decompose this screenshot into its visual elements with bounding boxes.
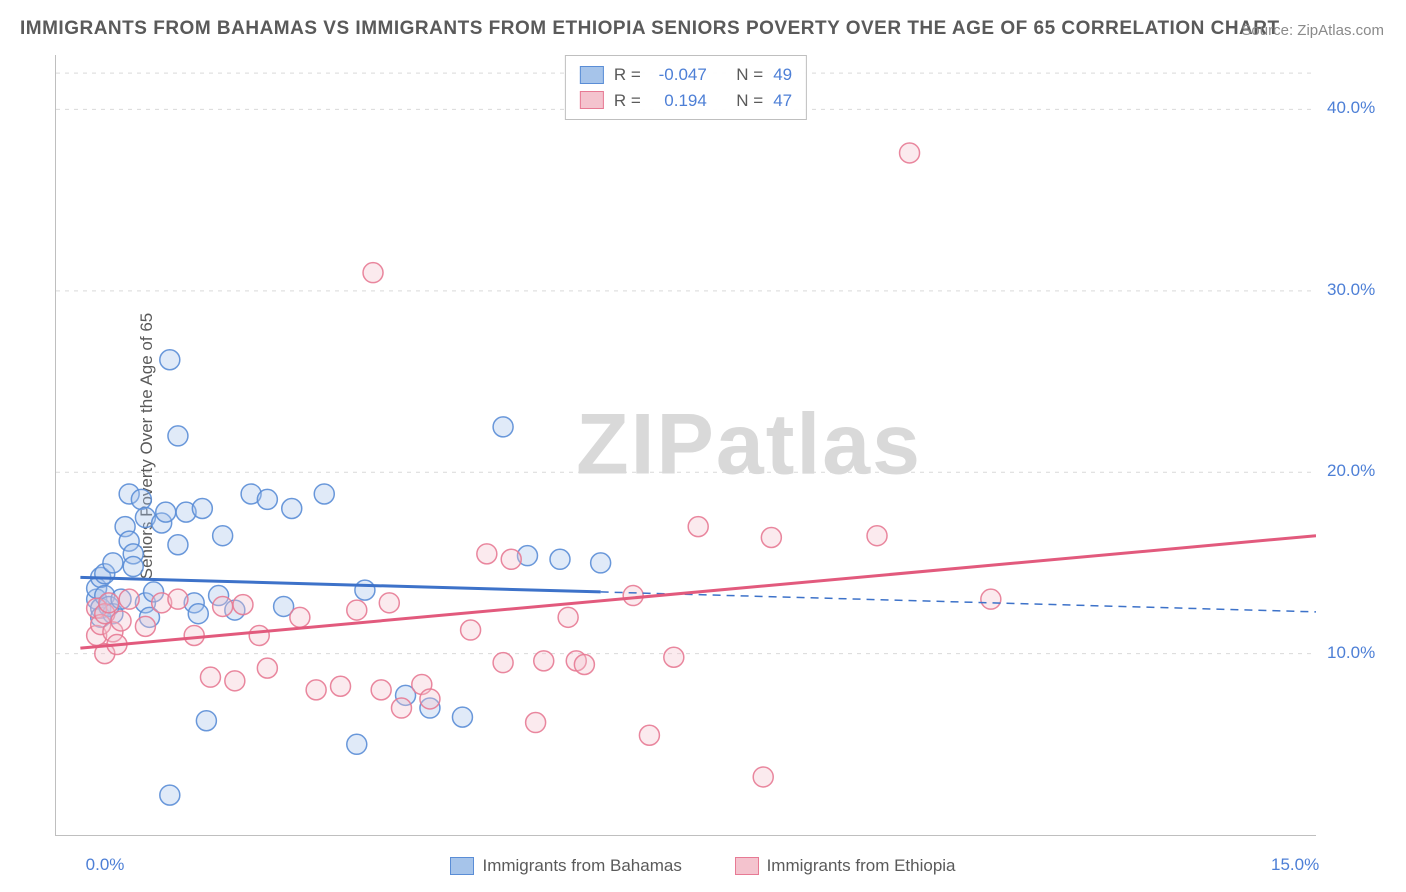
bottom-legend: Immigrants from Bahamas Immigrants from … [0,856,1406,880]
stats-row-1: R = -0.047 N = 49 [580,62,792,88]
stats-legend: R = -0.047 N = 49 R = 0.194 N = 47 [565,55,807,120]
y-tick-label: 10.0% [1327,643,1375,663]
stats-n-value-2: 47 [773,88,792,114]
y-tick-label: 40.0% [1327,98,1375,118]
chart-title: IMMIGRANTS FROM BAHAMAS VS IMMIGRANTS FR… [20,18,1280,40]
legend-label-ethiopia: Immigrants from Ethiopia [767,856,956,876]
stats-r-value-2: 0.194 [651,88,707,114]
stats-r-value-1: -0.047 [651,62,707,88]
x-tick-label: 0.0% [86,855,125,875]
legend-item-ethiopia: Immigrants from Ethiopia [735,856,956,876]
stats-n-value-1: 49 [773,62,792,88]
x-tick-label: 15.0% [1271,855,1319,875]
source-name: ZipAtlas.com [1297,22,1384,39]
source-label: Source: [1241,22,1293,39]
stats-row-2: R = 0.194 N = 47 [580,88,792,114]
legend-item-bahamas: Immigrants from Bahamas [450,856,681,876]
legend-label-bahamas: Immigrants from Bahamas [482,856,681,876]
legend-swatch-ethiopia [580,91,604,109]
y-tick-label: 30.0% [1327,280,1375,300]
source-attribution: Source: ZipAtlas.com [1241,22,1384,39]
stats-r-label: R = [614,62,641,88]
stats-r-label: R = [614,88,641,114]
y-tick-label: 20.0% [1327,461,1375,481]
plot-area: R = -0.047 N = 49 R = 0.194 N = 47 ZIPat… [55,55,1316,836]
stats-n-label: N = [736,88,763,114]
legend-swatch-bahamas [580,66,604,84]
legend-swatch-bahamas-icon [450,857,474,875]
stats-n-label: N = [736,62,763,88]
legend-swatch-ethiopia-icon [735,857,759,875]
scatter-svg [56,55,1316,835]
